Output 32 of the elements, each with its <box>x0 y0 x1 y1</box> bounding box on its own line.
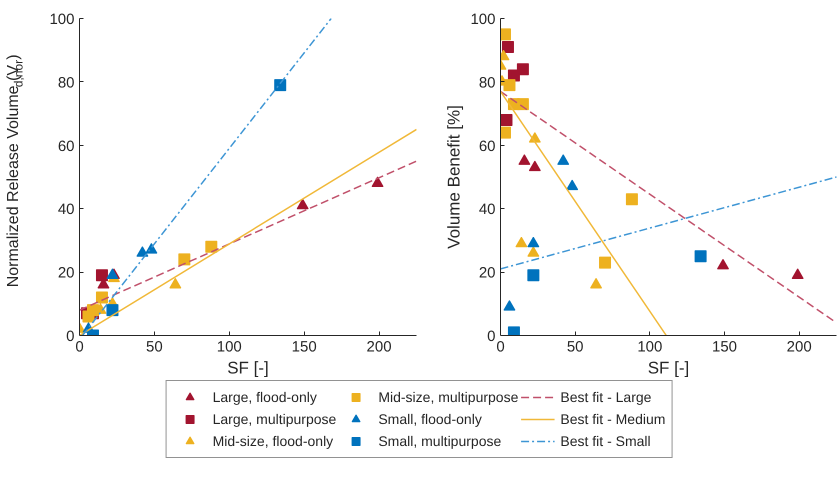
y-tick-label: 0 <box>66 328 74 345</box>
legend-label: Best fit - Medium <box>560 411 666 427</box>
x-tick-label: 150 <box>292 338 317 356</box>
y-tick-label: 80 <box>478 74 496 92</box>
legend-label: Best fit - Large <box>560 389 652 405</box>
legend-label: Small, flood-only <box>378 411 482 427</box>
legend-label: Large, flood-only <box>212 389 317 405</box>
y-tick-label: 20 <box>58 264 75 282</box>
y-tick-label: 100 <box>49 11 75 28</box>
legend-label: Mid-size, multipurpose <box>378 389 518 405</box>
y-axis-title: Volume Benefit [%] <box>444 105 464 249</box>
y-tick-label: 40 <box>478 201 496 218</box>
x-tick-label: 50 <box>566 338 584 356</box>
y-tick-label: 0 <box>487 328 496 345</box>
y-tick-label: 20 <box>478 264 496 282</box>
y-tick-label: 100 <box>470 11 496 28</box>
x-axis-title: SF [-] <box>227 358 269 378</box>
legend-label: Small, multipurpose <box>378 433 502 449</box>
legend-label: Best fit - Small <box>560 433 651 449</box>
x-tick-label: 200 <box>786 338 812 356</box>
x-axis-title: SF [-] <box>648 358 690 378</box>
y-tick-label: 60 <box>478 138 496 155</box>
legend-label: Mid-size, flood-only <box>212 433 334 449</box>
y-tick-label: 60 <box>58 138 75 155</box>
y-tick-label: 80 <box>58 74 75 92</box>
x-tick-label: 50 <box>146 338 163 356</box>
x-tick-label: 200 <box>366 338 392 356</box>
y-tick-label: 40 <box>58 201 75 218</box>
x-tick-label: 100 <box>637 338 662 356</box>
x-tick-label: 100 <box>216 338 242 356</box>
x-tick-label: 150 <box>712 338 738 356</box>
legend-label: Large, multipurpose <box>212 411 336 427</box>
